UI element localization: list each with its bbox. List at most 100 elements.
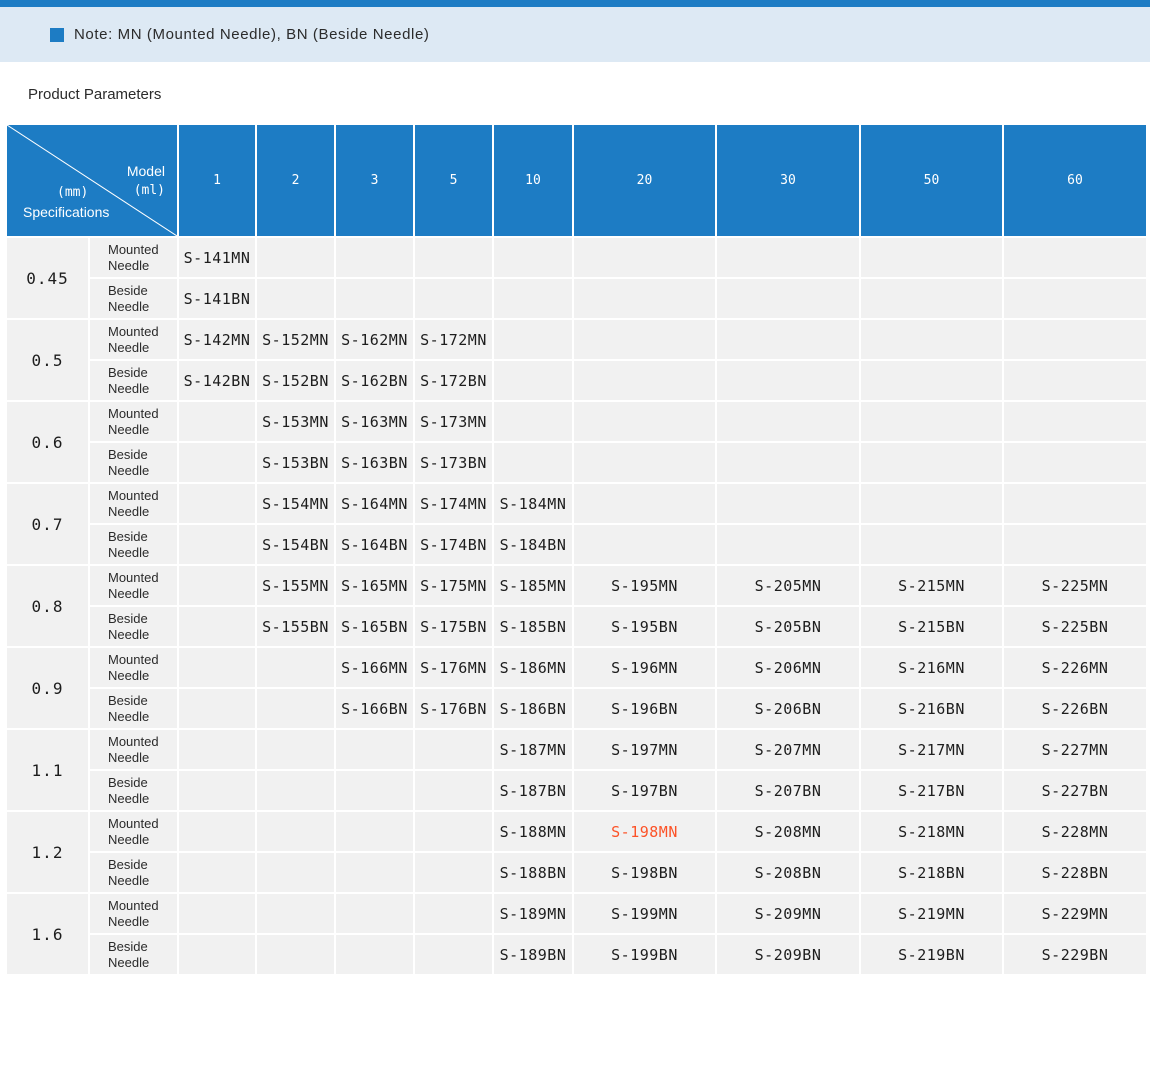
model-cell: [334, 277, 415, 320]
model-cell: S-225BN: [1002, 605, 1148, 648]
model-cell: S-184MN: [492, 482, 574, 525]
model-cell: S-198BN: [572, 851, 717, 894]
model-cell: [177, 687, 257, 730]
model-cell: S-163BN: [334, 441, 415, 484]
model-cell: S-218BN: [859, 851, 1004, 894]
model-cell: [1002, 236, 1148, 279]
needle-type-label: Needle: [108, 339, 150, 355]
diagonal-line: [7, 125, 177, 236]
model-cell: S-226BN: [1002, 687, 1148, 730]
column-header: 30: [715, 123, 861, 238]
model-cell: S-216MN: [859, 646, 1004, 689]
model-cell: S-173MN: [413, 400, 494, 443]
model-cell: S-188BN: [492, 851, 574, 894]
model-cell: [572, 441, 717, 484]
model-cell: S-216BN: [859, 687, 1004, 730]
model-cell: [413, 236, 494, 279]
model-cell: [572, 400, 717, 443]
needle-type-label: Mounted: [108, 323, 159, 339]
needle-type-label: Needle: [108, 626, 150, 642]
model-cell: S-217MN: [859, 728, 1004, 771]
table-row: Beside Needle S-142BN S-152BN S-162BN S-172BN: [6, 359, 1148, 402]
table-row: Beside Needle S-166BN S-176BN S-186BN S-196BN…: [6, 687, 1148, 730]
model-cell: S-162MN: [334, 318, 415, 361]
model-cell: [715, 277, 861, 320]
model-cell: S-175MN: [413, 564, 494, 607]
spec-cell: 1.1: [5, 728, 90, 812]
model-cell: S-199MN: [572, 892, 717, 935]
needle-type-label: Beside: [108, 692, 148, 708]
table-row: 0.6 Mounted Needle S-153MN S-163MN S-173MN: [5, 400, 1148, 484]
model-cell: S-196BN: [572, 687, 717, 730]
table-row: 0.7 Mounted Needle S-154MN S-164MN S-174MN S-1…: [5, 482, 1148, 566]
needle-type-cell: Mounted Needle: [88, 236, 179, 279]
parameters-table: Model (ml) (mm) Specifications 1 2 3 5 10 20 3…: [5, 123, 1148, 976]
model-cell: [492, 400, 574, 443]
model-cell: [1002, 318, 1148, 361]
model-cell: S-207BN: [715, 769, 861, 812]
model-cell: [715, 236, 861, 279]
model-cell: S-176MN: [413, 646, 494, 689]
column-header: 20: [572, 123, 717, 238]
table-row: 1.1 Mounted Needle S-187MN S-197MN S-207MN S-2…: [5, 728, 1148, 812]
model-cell: [572, 277, 717, 320]
column-header: 5: [413, 123, 494, 238]
model-cell: S-166MN: [334, 646, 415, 689]
model-cell: S-154MN: [255, 482, 336, 525]
needle-type-label: Mounted: [108, 569, 159, 585]
model-cell: [255, 851, 336, 894]
needle-type-label: Needle: [108, 380, 150, 396]
model-cell: S-225MN: [1002, 564, 1148, 607]
spec-cell: 0.6: [5, 400, 90, 484]
model-cell: S-174MN: [413, 482, 494, 525]
model-cell: [177, 933, 257, 976]
model-cell: S-205MN: [715, 564, 861, 607]
needle-type-label: Beside: [108, 528, 148, 544]
model-cell: [413, 851, 494, 894]
model-cell: [177, 646, 257, 689]
model-cell: [715, 441, 861, 484]
model-cell: [859, 482, 1004, 525]
model-cell: S-187BN: [492, 769, 574, 812]
model-cell: [1002, 400, 1148, 443]
model-cell: [1002, 277, 1148, 320]
model-cell: S-215MN: [859, 564, 1004, 607]
needle-type-cell: Mounted Needle: [88, 400, 179, 443]
model-cell: S-142BN: [177, 359, 257, 402]
needle-type-cell: Beside Needle: [88, 851, 179, 894]
model-cell: S-189BN: [492, 933, 574, 976]
model-cell: S-141BN: [177, 277, 257, 320]
model-cell: [413, 728, 494, 771]
column-header: 50: [859, 123, 1004, 238]
model-cell: [492, 277, 574, 320]
model-cell: S-184BN: [492, 523, 574, 566]
model-cell: [572, 482, 717, 525]
needle-type-label: Needle: [108, 954, 150, 970]
spec-cell: 0.5: [5, 318, 90, 402]
model-cell: [334, 769, 415, 812]
model-cell: [859, 359, 1004, 402]
model-cell: S-186MN: [492, 646, 574, 689]
model-cell: S-229BN: [1002, 933, 1148, 976]
table-corner-cell: Model (ml) (mm) Specifications: [5, 123, 179, 238]
model-cell: S-175BN: [413, 605, 494, 648]
model-cell: S-155BN: [255, 605, 336, 648]
needle-type-label: Needle: [108, 544, 150, 560]
needle-type-cell: Mounted Needle: [88, 810, 179, 853]
model-cell: [492, 236, 574, 279]
table-body: 0.45 Mounted Needle S-141MN Beside Needle S-14…: [5, 236, 1148, 976]
model-cell: S-163MN: [334, 400, 415, 443]
model-cell-highlighted: S-198MN: [572, 810, 717, 853]
model-cell: [715, 400, 861, 443]
model-cell: [413, 277, 494, 320]
page-title: Product Parameters: [28, 86, 162, 103]
needle-type-cell: Mounted Needle: [88, 564, 179, 607]
model-cell: S-176BN: [413, 687, 494, 730]
model-cell: S-228MN: [1002, 810, 1148, 853]
model-cell: [177, 605, 257, 648]
model-cell: S-142MN: [177, 318, 257, 361]
model-cell: S-188MN: [492, 810, 574, 853]
model-cell: S-165BN: [334, 605, 415, 648]
model-cell: [715, 482, 861, 525]
model-cell: [255, 933, 336, 976]
